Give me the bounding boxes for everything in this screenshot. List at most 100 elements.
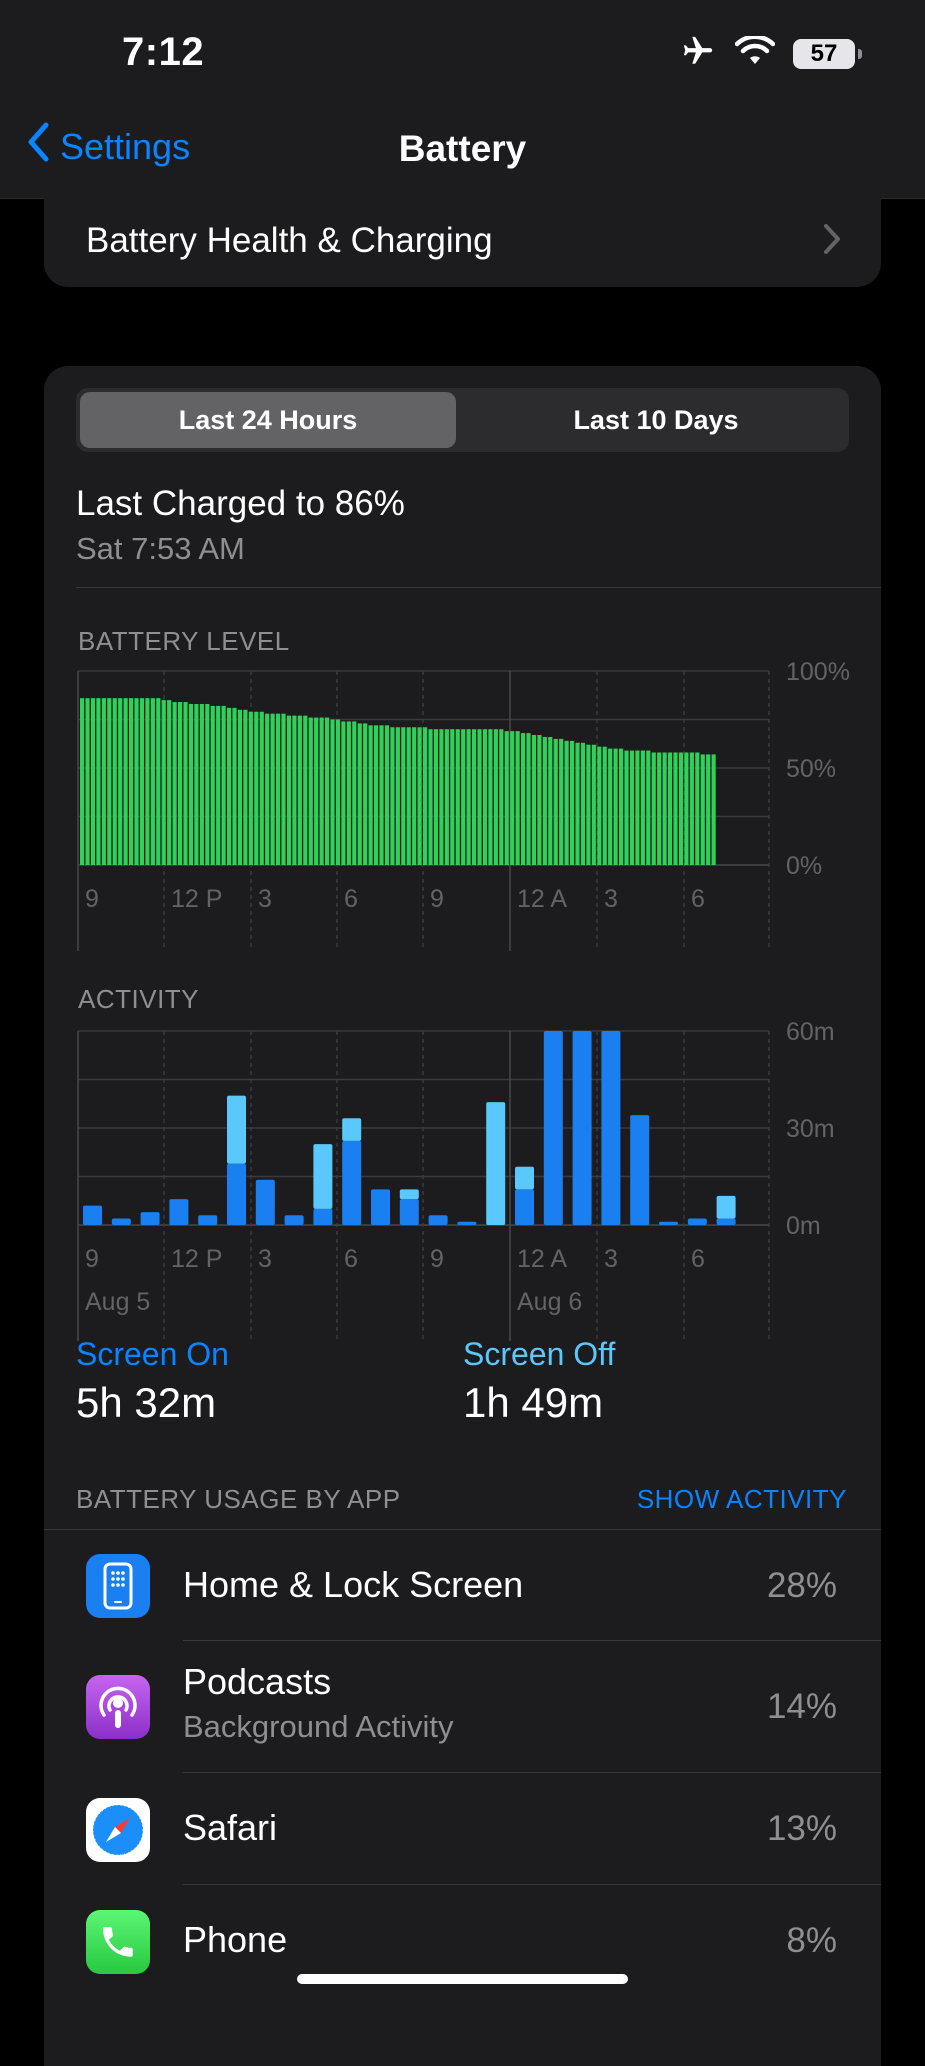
battery-level-bar xyxy=(270,713,275,865)
battery-level-bar xyxy=(673,752,678,865)
app-row-safari[interactable]: Safari 13% xyxy=(44,1773,881,1885)
back-button[interactable]: Settings xyxy=(26,122,190,171)
page-title: Battery xyxy=(398,128,527,169)
battery-level-bar xyxy=(357,723,362,865)
battery-level-bar xyxy=(129,698,134,865)
battery-level-bar xyxy=(210,705,215,865)
x-tick-label: 6 xyxy=(344,885,358,913)
x-tick-label: 9 xyxy=(430,1245,444,1273)
battery-level-bar xyxy=(613,748,618,865)
app-row-podcasts[interactable]: Podcasts Background Activity 14% xyxy=(44,1641,881,1773)
battery-level-bar xyxy=(265,713,270,865)
time-range-segmented-control: Last 24 Hours Last 10 Days xyxy=(76,388,849,452)
wifi-icon xyxy=(734,34,776,71)
activity-bar-screen-on xyxy=(313,1208,333,1225)
battery-level-bar xyxy=(227,707,232,865)
battery-level-bar xyxy=(303,715,308,865)
activity-bar-screen-off xyxy=(227,1095,246,1164)
home-indicator xyxy=(297,1974,628,1984)
battery-level-bar xyxy=(259,711,264,865)
battery-level-bar xyxy=(281,713,286,865)
activity-bar-screen-on xyxy=(198,1215,218,1225)
app-row-home-lock-screen[interactable]: Home & Lock Screen 28% xyxy=(44,1530,881,1641)
activity-title: ACTIVITY xyxy=(78,984,200,1014)
battery-level-bar xyxy=(586,744,591,865)
battery-level-bar xyxy=(646,750,651,865)
battery-level-bar xyxy=(199,703,204,865)
battery-level-bar xyxy=(123,698,128,865)
chevron-left-icon xyxy=(26,122,50,171)
battery-level-bar xyxy=(629,750,635,865)
x-tick-label: 12 A xyxy=(517,885,567,913)
battery-level-bar xyxy=(591,744,596,865)
tab-last-24-hours[interactable]: Last 24 Hours xyxy=(80,392,456,448)
battery-level-bar xyxy=(510,731,515,865)
app-percent: 13% xyxy=(766,1809,837,1848)
battery-level-bar xyxy=(412,727,417,865)
activity-bar-screen-on xyxy=(111,1218,131,1225)
screen-on-value: 5h 32m xyxy=(76,1379,217,1426)
home-lock-screen-icon xyxy=(86,1554,150,1618)
battery-level-bar xyxy=(379,725,384,865)
nav-bar: Settings Battery xyxy=(0,100,925,199)
battery-level-bar xyxy=(384,725,390,865)
status-time: 7:12 xyxy=(122,30,205,74)
battery-level-bar xyxy=(237,709,243,865)
battery-level-bar xyxy=(248,711,253,865)
battery-level-bar xyxy=(564,740,569,865)
battery-level-bar xyxy=(640,750,645,865)
safari-icon xyxy=(86,1798,150,1862)
activity-bar-screen-on xyxy=(457,1221,477,1225)
x-tick-label: 3 xyxy=(604,885,618,913)
app-name: Podcasts xyxy=(183,1661,332,1702)
battery-level-bar xyxy=(488,729,493,865)
tab-last-10-days[interactable]: Last 10 Days xyxy=(573,404,739,435)
activity-bar-screen-on xyxy=(284,1215,304,1225)
battery-level-bar xyxy=(472,729,477,865)
battery-usage-card: Last 24 Hours Last 10 Days Last Charged … xyxy=(44,366,881,2066)
activity-bar-screen-off xyxy=(399,1189,419,1200)
app-row-phone[interactable]: Phone 8% xyxy=(44,1885,881,1997)
battery-level-bar xyxy=(531,735,537,865)
activity-bar-screen-on xyxy=(543,1031,563,1225)
battery-level-bar xyxy=(188,703,194,865)
battery-level-bar xyxy=(406,727,411,865)
battery-level-bar xyxy=(161,700,166,865)
battery-level-bar xyxy=(374,725,379,865)
activity-bar-screen-on xyxy=(140,1212,160,1225)
podcasts-icon xyxy=(86,1675,150,1739)
battery-level-bar xyxy=(107,698,112,865)
battery-level-bar xyxy=(515,731,520,865)
battery-level-bar xyxy=(167,700,172,865)
battery-level-bar xyxy=(401,727,406,865)
date-label: Aug 6 xyxy=(517,1288,582,1316)
battery-level-bar xyxy=(602,746,607,865)
battery-level-bar xyxy=(711,754,716,865)
battery-level-bar xyxy=(346,721,351,865)
activity-bar-screen-on xyxy=(371,1189,390,1225)
battery-level-bar xyxy=(276,713,281,865)
battery-level-bar xyxy=(172,702,177,865)
battery-level-bar xyxy=(232,707,237,865)
battery-level-bar xyxy=(461,729,466,865)
battery-level-bar xyxy=(580,742,586,865)
screen-off-value: 1h 49m xyxy=(463,1379,604,1426)
battery-level-bar xyxy=(433,729,439,865)
battery-level-bar xyxy=(314,717,319,865)
battery-level-bar xyxy=(493,729,498,865)
activity-bar-screen-off xyxy=(716,1195,736,1219)
battery-level-bar xyxy=(118,698,123,865)
chevron-right-icon xyxy=(823,223,841,260)
battery-health-row[interactable]: Battery Health & Charging xyxy=(44,195,881,287)
x-tick-label: 12 P xyxy=(171,1245,222,1273)
activity-bar-screen-on xyxy=(169,1199,189,1225)
battery-level-bar xyxy=(624,750,629,865)
app-subtitle: Background Activity xyxy=(183,1709,454,1744)
battery-health-label: Battery Health & Charging xyxy=(86,221,493,260)
battery-level-bar xyxy=(684,752,689,865)
x-tick-label: 6 xyxy=(691,1245,705,1273)
battery-level-bar xyxy=(335,719,341,865)
x-tick-label: 12 A xyxy=(517,1245,567,1273)
x-tick-label: 9 xyxy=(85,885,99,913)
show-activity-button[interactable]: SHOW ACTIVITY xyxy=(636,1484,847,1514)
